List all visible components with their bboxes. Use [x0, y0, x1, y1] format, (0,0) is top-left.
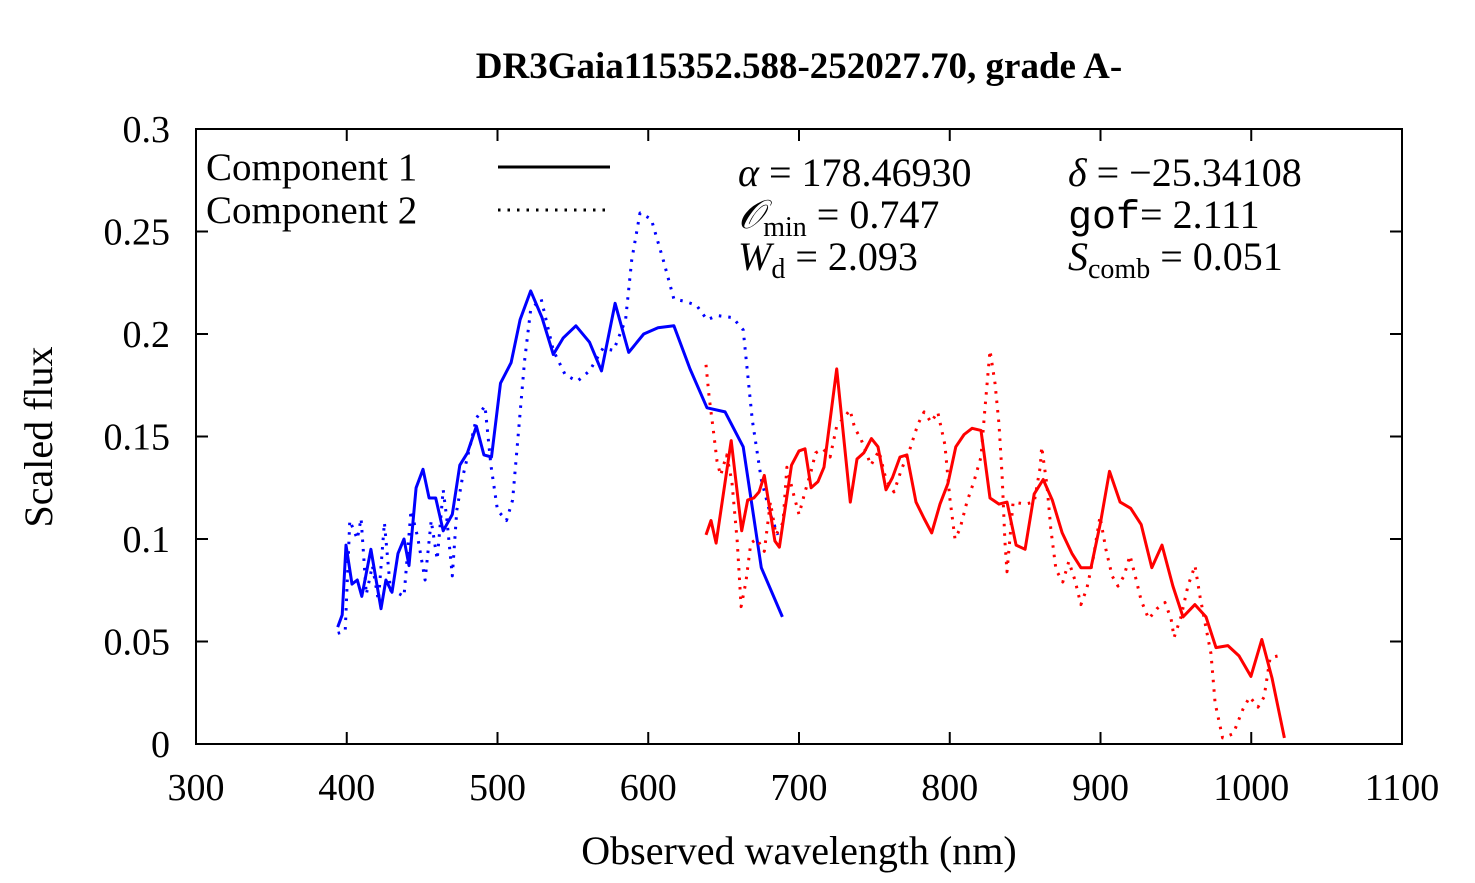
series-layer	[336, 211, 1286, 740]
annotation-wd: Wd = 2.093	[738, 234, 918, 285]
x-tick-label: 700	[771, 767, 828, 809]
x-tick-label: 1100	[1365, 767, 1440, 809]
annotation-scomb: Scomb = 0.051	[1068, 234, 1283, 285]
x-tick-label: 600	[620, 767, 677, 809]
y-tick-label: 0.05	[104, 622, 171, 664]
x-tick-label: 1000	[1213, 767, 1289, 809]
x-tick-label: 800	[921, 767, 978, 809]
legend-label-component-2: Component 2	[206, 189, 417, 232]
y-tick-label: 0.15	[104, 417, 171, 459]
y-tick-label: 0.2	[123, 314, 171, 356]
chart-title: DR3Gaia115352.588-252027.70, grade A-	[476, 46, 1122, 87]
ticks-layer: 300 400 500 600 700 800 900 1000 1100 0 0.05 0.1 0.1…	[104, 109, 1440, 809]
annotations: α = 178.46930 δ = −25.34108 𝒪min = 0.747…	[738, 150, 1302, 285]
x-axis-label: Observed wavelength (nm)	[581, 828, 1016, 873]
series-blue-component-2	[337, 211, 780, 635]
y-tick-label: 0	[151, 724, 170, 766]
x-tick-label: 900	[1072, 767, 1129, 809]
series-red-component-2	[704, 348, 1279, 740]
y-tick-label: 0.1	[123, 519, 171, 561]
series-blue-component-1	[336, 289, 784, 628]
y-tick-label: 0.25	[104, 212, 171, 254]
annotation-gof: gof= 2.111	[1068, 192, 1260, 241]
legend: Component 1 Component 2	[206, 146, 610, 232]
y-tick-label: 0.3	[123, 109, 171, 151]
annotation-alpha: α = 178.46930	[738, 150, 972, 195]
series-red-component-1	[704, 367, 1286, 739]
legend-label-component-1: Component 1	[206, 146, 417, 189]
x-tick-label: 500	[469, 767, 526, 809]
x-tick-label: 300	[168, 767, 225, 809]
x-tick-label: 400	[318, 767, 375, 809]
annotation-delta: δ = −25.34108	[1068, 150, 1302, 195]
y-axis-label: Scaled flux	[16, 346, 61, 527]
